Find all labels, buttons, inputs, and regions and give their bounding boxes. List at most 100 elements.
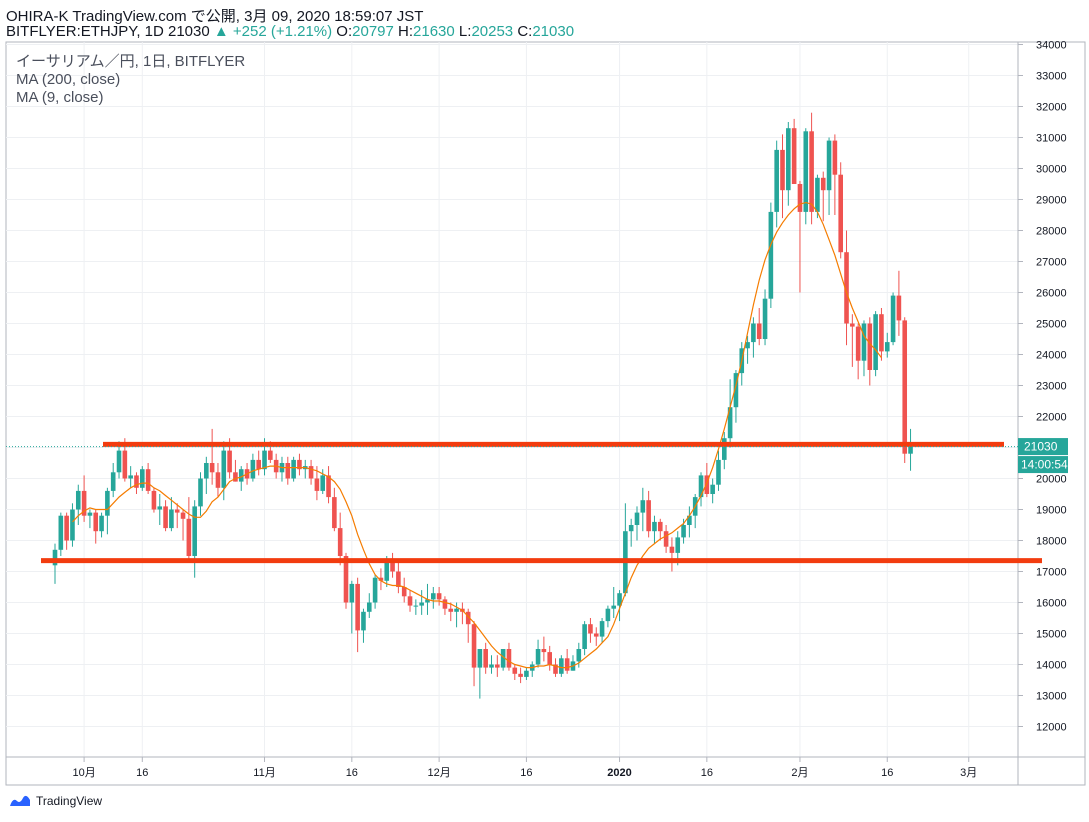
candle bbox=[366, 593, 372, 618]
y-tick-label: 23000 bbox=[1036, 381, 1067, 393]
time-axis[interactable]: 10月 16 11月 16 12月 16 2020 16 2月 16 3月 bbox=[72, 757, 977, 779]
candle bbox=[279, 456, 285, 482]
candle-body bbox=[204, 463, 209, 479]
candle bbox=[512, 664, 518, 680]
y-tick-label: 20000 bbox=[1036, 474, 1067, 486]
y-tick-label: 32000 bbox=[1036, 102, 1067, 114]
candle bbox=[151, 487, 157, 513]
y-tick-label: 14000 bbox=[1036, 660, 1067, 672]
x-tick-label: 16 bbox=[136, 767, 148, 779]
candle-body bbox=[710, 484, 715, 494]
candle bbox=[349, 580, 355, 634]
candle-body bbox=[640, 500, 646, 513]
candle bbox=[547, 645, 552, 671]
x-tick-label: 3月 bbox=[960, 767, 977, 779]
candle bbox=[669, 537, 675, 572]
candle bbox=[483, 642, 488, 674]
ma9-line bbox=[72, 201, 882, 669]
price-chart[interactable]: 12000 13000 14000 15000 16000 17000 18000 19000… bbox=[0, 0, 1089, 790]
candle-body bbox=[576, 649, 582, 662]
candle-body bbox=[134, 475, 139, 488]
close-label: C: bbox=[517, 23, 533, 40]
y-tick-label: 15000 bbox=[1036, 629, 1067, 641]
candle-body bbox=[850, 323, 855, 327]
candle bbox=[605, 605, 611, 628]
candle-body bbox=[431, 593, 436, 600]
close-value: 21030 bbox=[532, 23, 575, 40]
countdown-badge: 14:00:54 bbox=[1018, 456, 1068, 474]
candle bbox=[326, 466, 331, 504]
horizontal-lines[interactable] bbox=[41, 441, 1042, 564]
candle-body bbox=[361, 611, 366, 631]
candle-body bbox=[646, 500, 651, 532]
candle-body bbox=[832, 140, 838, 175]
candle-body bbox=[186, 518, 192, 556]
candle bbox=[204, 456, 209, 494]
candle-body bbox=[518, 673, 523, 677]
legend-ma9: MA (9, close) bbox=[16, 89, 104, 106]
candle-body bbox=[716, 459, 721, 485]
candle bbox=[762, 289, 768, 346]
candle-body bbox=[180, 512, 186, 519]
candle bbox=[174, 503, 180, 529]
candle bbox=[110, 463, 116, 498]
candle-body bbox=[157, 506, 163, 510]
price-axis[interactable]: 12000 13000 14000 15000 16000 17000 18000 19000… bbox=[1018, 40, 1067, 734]
candle-body bbox=[343, 556, 349, 603]
candle bbox=[832, 134, 838, 215]
candle-body bbox=[774, 149, 779, 212]
candle bbox=[93, 509, 99, 544]
candle bbox=[593, 627, 599, 646]
candle bbox=[495, 655, 500, 677]
candle bbox=[314, 466, 320, 501]
candle-body bbox=[372, 577, 378, 603]
candle bbox=[809, 112, 814, 225]
candle bbox=[826, 137, 832, 215]
candle bbox=[157, 494, 163, 525]
high-value: 21630 bbox=[413, 23, 455, 40]
candle bbox=[431, 587, 436, 609]
candle-body bbox=[314, 478, 320, 491]
y-tick-label: 30000 bbox=[1036, 164, 1067, 176]
candle-body bbox=[535, 649, 541, 665]
candle-body bbox=[628, 525, 634, 532]
candle-body bbox=[809, 131, 814, 212]
low-label: L: bbox=[458, 23, 472, 40]
candle-body bbox=[326, 475, 331, 498]
candle-body bbox=[541, 649, 547, 653]
candle bbox=[372, 574, 378, 609]
candle-body bbox=[110, 472, 116, 491]
candle-body bbox=[733, 373, 739, 408]
candle bbox=[704, 463, 710, 498]
candle bbox=[529, 661, 535, 677]
x-tick-label: 16 bbox=[346, 767, 358, 779]
candle-body bbox=[396, 571, 401, 587]
footer-brand[interactable]: TradingView bbox=[8, 794, 102, 808]
candle-body bbox=[722, 438, 727, 460]
candle bbox=[640, 487, 646, 532]
publish-info: OHIRA-K TradingView.com で公開, 3月 09, 2020… bbox=[6, 8, 424, 25]
candle-body bbox=[448, 608, 454, 612]
change-value: ▲ +252 (+1.21%) bbox=[213, 23, 333, 40]
candle bbox=[768, 202, 774, 308]
candle-body bbox=[192, 506, 197, 556]
candle bbox=[687, 506, 692, 538]
candle bbox=[87, 509, 93, 529]
chart-legend: イーサリアム／円, 1日, BITFLYER MA (200, close) M… bbox=[16, 53, 245, 107]
candle-body bbox=[838, 174, 843, 253]
candle-body bbox=[209, 463, 215, 473]
price-badge: 21030 bbox=[1018, 438, 1068, 456]
candle bbox=[820, 171, 826, 222]
candle bbox=[163, 500, 168, 532]
tradingview-logo-icon bbox=[10, 795, 30, 806]
y-tick-label: 19000 bbox=[1036, 505, 1067, 517]
candle bbox=[52, 543, 58, 584]
low-value: 20253 bbox=[471, 23, 514, 40]
candle-body bbox=[704, 475, 710, 494]
x-tick-label: 11月 bbox=[253, 767, 275, 779]
candle bbox=[745, 335, 750, 364]
candle bbox=[896, 270, 902, 336]
candle bbox=[780, 134, 785, 219]
candle-body bbox=[140, 469, 145, 488]
candle-body bbox=[169, 509, 174, 529]
